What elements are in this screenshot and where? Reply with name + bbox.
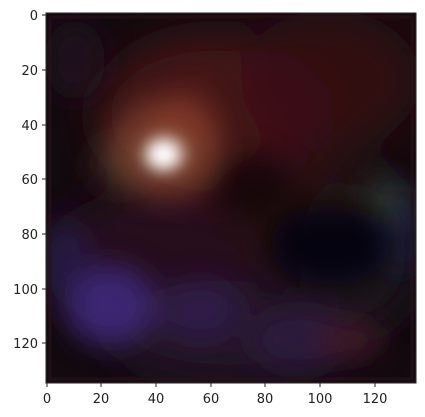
- y-tick-label: 40: [21, 119, 38, 134]
- x-tick-label: 120: [363, 392, 388, 407]
- axes-frame: [45, 12, 417, 384]
- y-tick-label: 120: [13, 337, 38, 352]
- y-tick-label: 60: [21, 173, 38, 188]
- x-tick-label: 20: [93, 392, 110, 407]
- x-tick-label: 100: [308, 392, 333, 407]
- y-tick-label: 20: [21, 64, 38, 79]
- y-axis: 0 20 40 60 80 100 120: [13, 9, 46, 352]
- y-tick-label: 0: [30, 9, 38, 24]
- astronomy-image: [46, 13, 416, 383]
- x-tick-label: 80: [257, 392, 274, 407]
- y-tick-label: 100: [13, 283, 38, 298]
- x-axis: 0 20 40 60 80 100 120: [43, 383, 388, 407]
- x-tick-label: 40: [148, 392, 165, 407]
- x-tick-label: 0: [43, 392, 51, 407]
- x-tick-label: 60: [203, 392, 220, 407]
- y-tick-label: 80: [21, 228, 38, 243]
